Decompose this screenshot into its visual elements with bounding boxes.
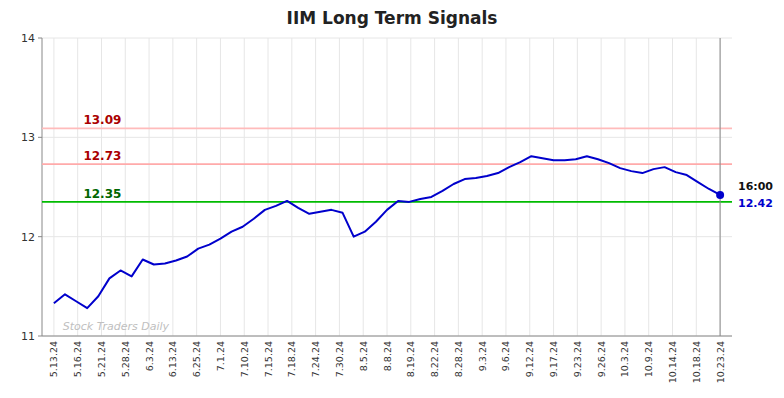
grid-line-x [53,38,54,336]
grid [42,38,732,336]
plot-area [42,38,732,336]
watermark: Stock Traders Daily [63,320,170,333]
y-tick [38,236,42,237]
grid-line-x [315,38,316,336]
grid-line-x [577,38,578,336]
x-tick-label: 5.21.24 [96,341,107,377]
grid-line-x [482,38,483,336]
reference-line [42,163,732,165]
y-tick-label: 14 [21,32,35,45]
x-tick-label: 7.10.24 [239,341,250,377]
grid-line-x [553,38,554,336]
y-tick-label: 13 [21,131,35,144]
x-tick-label: 7.30.24 [334,341,345,377]
grid-line-x [268,38,269,336]
reference-label: 12.35 [83,187,121,201]
x-tick-label: 7.24.24 [310,341,321,377]
grid-line-x [672,38,673,336]
reference-line [42,201,732,203]
x-tick-label: 8.5.24 [358,341,369,371]
y-tick-label: 11 [21,330,35,343]
vertical-line [720,38,721,336]
grid-line-x [149,38,150,336]
x-tick-label: 10.23.24 [715,341,726,383]
x-tick-label: 8.19.24 [405,341,416,377]
x-tick-label: 9.17.24 [548,341,559,377]
grid-line-x [505,38,506,336]
x-tick-label: 5.13.24 [48,341,59,377]
x-tick-label: 5.28.24 [120,341,131,377]
series-line [54,156,720,308]
end-label-value: 12.42 [738,197,773,210]
x-tick-label: 9.26.24 [596,341,607,377]
x-tick-label: 9.23.24 [572,341,583,377]
reference-label: 13.09 [83,113,121,127]
x-tick-label: 9.12.24 [524,341,535,377]
grid-line-x [601,38,602,336]
grid-line-x [720,38,721,336]
grid-line-x [196,38,197,336]
grid-line-y [42,336,732,337]
x-axis-line [42,336,732,337]
grid-line-x [648,38,649,336]
grid-line-x [220,38,221,336]
x-tick-label: 10.9.24 [643,341,654,377]
grid-line-x [696,38,697,336]
x-tick-label: 7.1.24 [215,341,226,371]
x-tick-label: 7.15.24 [263,341,274,377]
grid-line-x [529,38,530,336]
y-tick [38,38,42,39]
x-tick-label: 7.18.24 [286,341,297,377]
y-tick [38,336,42,337]
y-tick [38,137,42,138]
grid-line-x [434,38,435,336]
x-tick-label: 5.16.24 [72,341,83,377]
x-tick-label: 8.28.24 [453,341,464,377]
grid-line-x [387,38,388,336]
x-tick-label: 6.3.24 [144,341,155,371]
axes: 11 12 13 14 5.13.24 5.16.24 5.21.24 5.28.24 6.3.… [21,32,732,383]
x-tick-label: 8.8.24 [382,341,393,371]
last-point [716,191,724,199]
x-tick-label: 8.22.24 [429,341,440,377]
grid-line-x [363,38,364,336]
x-tick-label: 6.25.24 [191,341,202,377]
reference-label: 12.73 [83,149,121,163]
chart: IIM Long Term Signals 11 12 13 14 5.13.24 5.16… [0,0,784,398]
y-tick-label: 12 [21,231,35,244]
grid-line-x [77,38,78,336]
grid-line-x [339,38,340,336]
reference-line [42,128,732,130]
y-axis-line [42,38,43,336]
grid-line-x [410,38,411,336]
x-tick-label: 10.3.24 [619,341,630,377]
title: IIM Long Term Signals [287,8,498,28]
x-tick-label: 6.13.24 [167,341,178,377]
grid-line-x [624,38,625,336]
grid-line-x [125,38,126,336]
x-tick-label: 10.18.24 [691,341,702,383]
grid-line-x [458,38,459,336]
end-label-time: 16:00 [738,180,773,193]
x-tick-label: 9.3.24 [477,341,488,371]
grid-line-x [172,38,173,336]
grid-line-x [291,38,292,336]
x-tick-label: 9.6.24 [500,341,511,371]
grid-line-x [244,38,245,336]
x-tick-label: 10.14.24 [667,341,678,383]
